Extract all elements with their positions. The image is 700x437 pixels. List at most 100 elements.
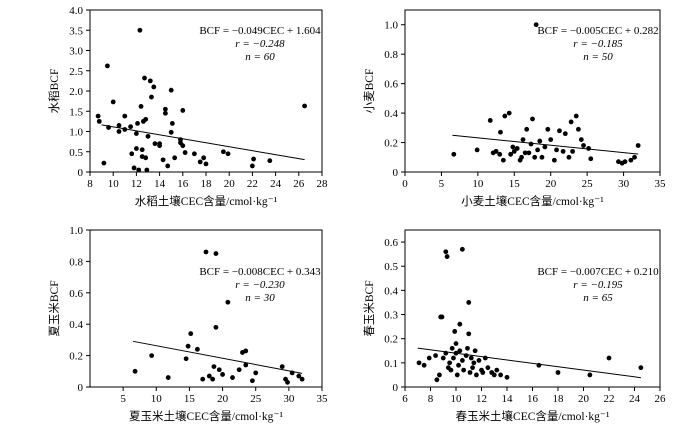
data-point: [587, 372, 593, 378]
data-point: [471, 360, 477, 366]
data-point: [519, 154, 524, 160]
y-tick-label: 2.0: [69, 86, 83, 98]
data-point: [147, 78, 153, 84]
data-point: [449, 345, 455, 351]
data-point: [514, 146, 520, 151]
x-tick-label: 35: [317, 393, 329, 405]
y-tick-label: 0.2: [384, 138, 398, 150]
data-point: [137, 27, 143, 33]
data-point: [135, 121, 140, 126]
data-point: [250, 378, 255, 384]
plot-frame: [404, 9, 661, 173]
data-point: [447, 360, 453, 366]
data-point: [551, 157, 557, 163]
data-point: [454, 372, 460, 378]
data-point: [472, 348, 478, 354]
data-point: [470, 365, 475, 371]
x-tick-label: 24: [629, 393, 641, 405]
data-point: [157, 143, 163, 149]
data-point: [106, 125, 111, 130]
data-point: [539, 154, 545, 160]
data-point: [253, 370, 259, 376]
x-tick-label: 20: [224, 178, 236, 190]
data-point: [116, 129, 122, 134]
data-point: [588, 156, 594, 162]
data-point: [524, 126, 530, 132]
chart-panel-1: 8 10 12 14 16 18 20 22 24 26 28 0 0.5 1.0 1.5 2.0 2.5 3.0…: [48, 5, 328, 208]
data-point: [180, 108, 186, 113]
data-point: [437, 372, 442, 378]
y-tick-label: 0.8: [384, 49, 398, 61]
data-point: [289, 370, 295, 376]
data-point: [122, 127, 128, 132]
data-point: [211, 364, 217, 369]
data-point: [443, 350, 449, 356]
data-point: [520, 137, 526, 143]
data-point: [498, 372, 504, 378]
data-point: [163, 106, 168, 112]
x-tick-label: 8: [87, 178, 93, 190]
data-point: [557, 128, 562, 134]
data-point: [466, 300, 472, 305]
data-point: [267, 158, 273, 164]
x-tick-label: 24: [270, 178, 282, 190]
x-tick-label: 5: [120, 393, 126, 405]
x-axis-label: 夏玉米土壤CEC含量/cmol·kg⁻¹: [129, 409, 283, 423]
data-point: [528, 141, 534, 147]
x-tick-label: 12: [476, 393, 487, 405]
data-point: [165, 375, 171, 380]
x-tick-label: 16: [177, 178, 189, 190]
data-point: [145, 133, 151, 139]
data-point: [96, 118, 102, 124]
data-point: [152, 141, 158, 147]
y-tick-label: 0.6: [384, 237, 398, 249]
regression-line: [132, 340, 303, 374]
x-tick-label: 10: [108, 178, 120, 190]
data-point: [606, 355, 612, 361]
data-point: [132, 368, 138, 374]
y-tick-label: 0: [393, 382, 399, 394]
data-point: [221, 149, 226, 155]
data-point: [169, 121, 175, 126]
plot-frame: [89, 229, 323, 388]
y-tick-label: 0.5: [384, 261, 398, 273]
data-point: [213, 324, 219, 330]
data-point: [456, 362, 461, 368]
data-point: [105, 63, 110, 69]
x-tick-label: 30: [283, 393, 295, 405]
data-point: [566, 154, 572, 160]
data-point: [206, 373, 212, 379]
x-tick-label: 15: [184, 393, 196, 405]
x-tick-label: 30: [618, 178, 630, 190]
data-point: [139, 147, 145, 153]
data-point: [138, 103, 144, 109]
data-point: [474, 147, 480, 153]
data-point: [535, 147, 540, 153]
y-tick-label: 0.6: [384, 79, 398, 91]
x-tick-label: 26: [655, 393, 667, 405]
data-point: [542, 144, 548, 150]
chart-panel-2: 0 5 10 15 20 25 30 35 0 0.2 0.4 0.6 0.8 1.0 小麦土壤CEC含量/…: [363, 9, 666, 208]
data-point: [526, 150, 532, 156]
data-point: [457, 348, 463, 354]
data-point: [296, 373, 302, 379]
data-point: [554, 147, 559, 153]
data-point: [560, 148, 566, 154]
data-point: [134, 146, 139, 151]
data-point: [185, 343, 191, 349]
data-point: [163, 110, 168, 116]
x-tick-label: 28: [317, 178, 329, 190]
data-point: [302, 103, 307, 109]
data-point: [480, 370, 486, 375]
x-tick-label: 10: [151, 393, 163, 405]
data-point: [213, 251, 219, 256]
data-point: [491, 372, 497, 378]
data-point: [180, 143, 186, 149]
x-axis-label: 春玉米土壤CEC含量/cmol·kg⁻¹: [456, 409, 610, 423]
data-point: [530, 116, 535, 122]
data-point: [200, 376, 206, 382]
data-point: [545, 126, 551, 132]
y-tick-label: 1.5: [69, 106, 83, 118]
correlation-coefficient: r = −0.230: [235, 279, 285, 291]
data-point: [299, 376, 305, 382]
